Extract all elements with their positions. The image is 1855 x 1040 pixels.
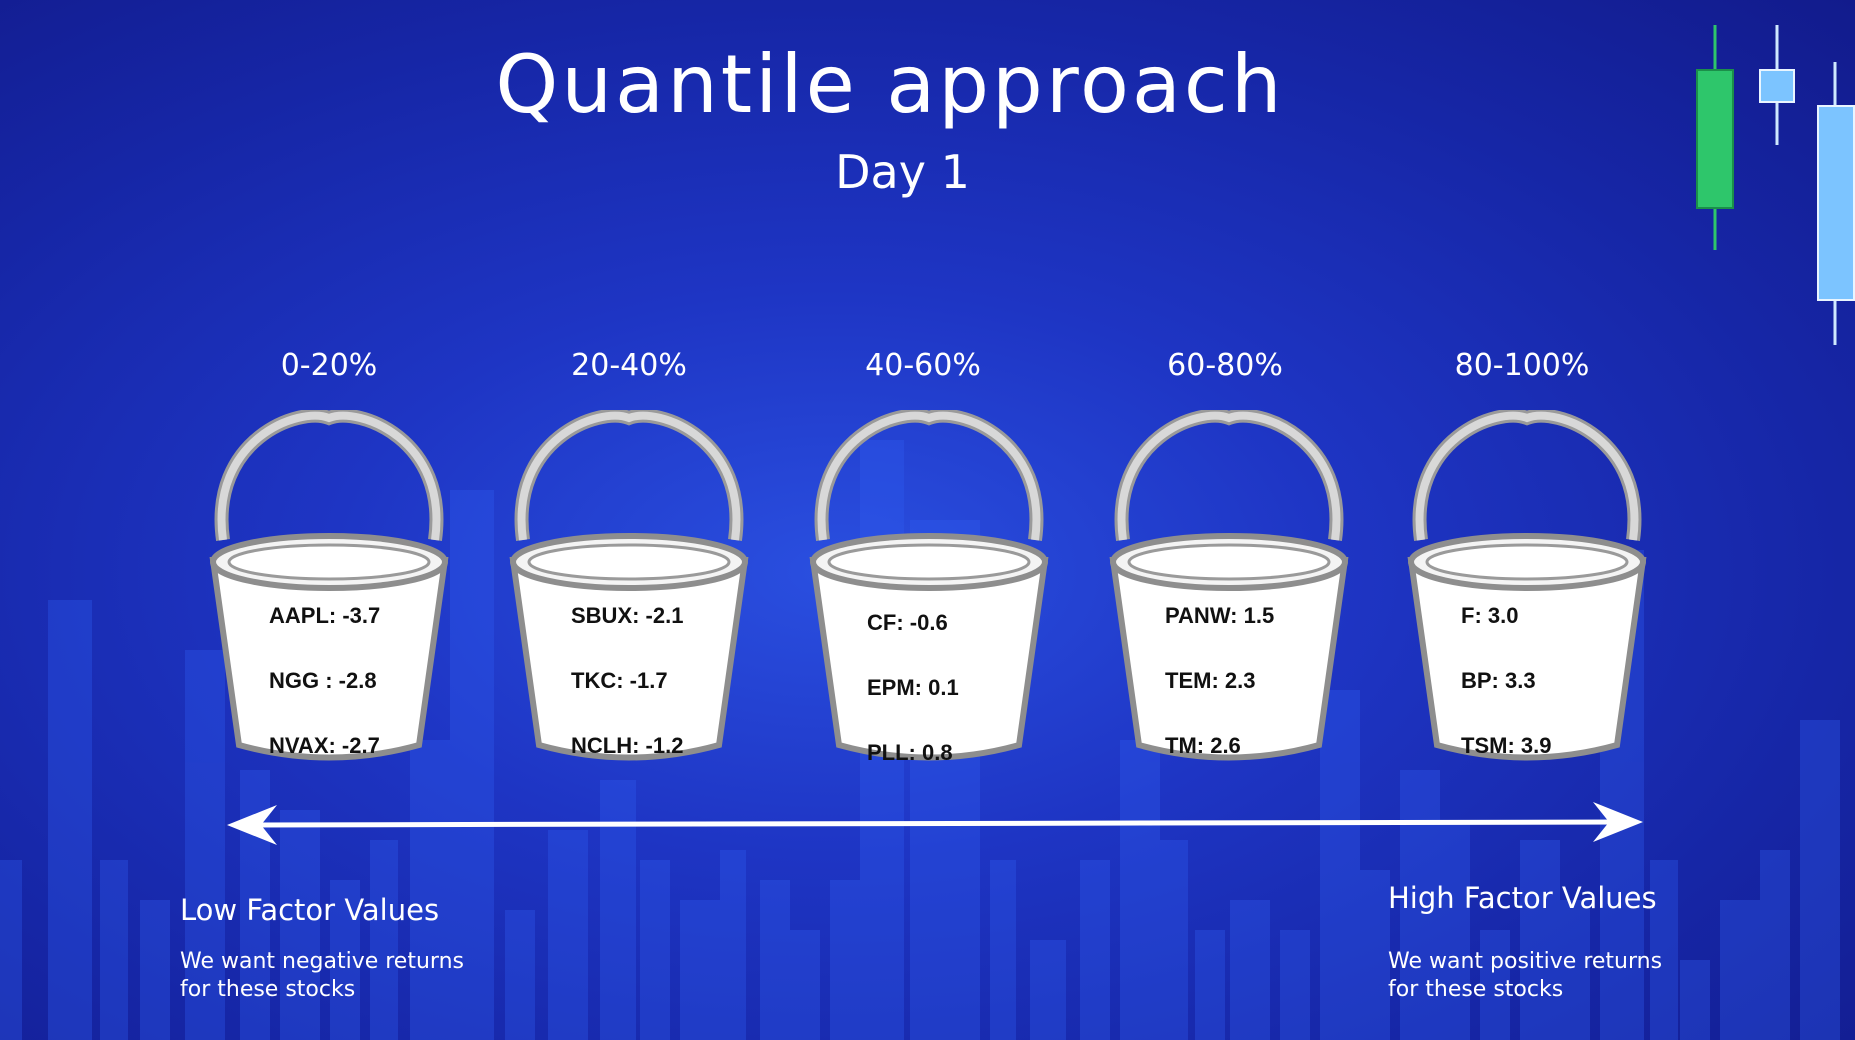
stock-item: TEM: 2.3 bbox=[1165, 668, 1256, 693]
bucket-80-100: F: 3.0 BP: 3.3 TSM: 3.9 bbox=[1407, 410, 1647, 780]
stock-item: NVAX: -2.7 bbox=[269, 733, 380, 758]
bucket-0-20: AAPL: -3.7 NGG : -2.8 NVAX: -2.7 bbox=[209, 410, 449, 780]
quantile-label-20-40: 20-40% bbox=[571, 348, 687, 383]
slide-title: Quantile approach bbox=[495, 38, 1285, 131]
high-factor-note: We want positive returns for these stock… bbox=[1388, 949, 1663, 1002]
stock-item: NCLH: -1.2 bbox=[571, 733, 684, 758]
stock-item: F: 3.0 bbox=[1461, 603, 1519, 628]
candlestick-icon bbox=[1696, 25, 1855, 345]
bucket-60-80: PANW: 1.5 TEM: 2.3 TM: 2.6 bbox=[1109, 410, 1349, 780]
low-factor-note: We want negative returns for these stock… bbox=[180, 949, 464, 1002]
stock-item: SBUX: -2.1 bbox=[571, 603, 684, 628]
stock-item: NGG : -2.8 bbox=[269, 668, 377, 693]
quantile-label-0-20: 0-20% bbox=[280, 348, 378, 383]
quantile-label-40-60: 40-60% bbox=[865, 348, 981, 383]
stock-item: CF: -0.6 bbox=[867, 610, 948, 635]
stock-item: PLL: 0.8 bbox=[867, 740, 953, 765]
stock-item: TSM: 3.9 bbox=[1461, 733, 1552, 758]
stock-item: AAPL: -3.7 bbox=[269, 603, 381, 628]
stock-item: EPM: 0.1 bbox=[867, 675, 959, 700]
quantile-label-60-80: 60-80% bbox=[1167, 348, 1283, 383]
bucket-20-40: SBUX: -2.1 TKC: -1.7 NCLH: -1.2 bbox=[509, 410, 749, 780]
stock-item: PANW: 1.5 bbox=[1165, 603, 1275, 628]
stock-item: TKC: -1.7 bbox=[571, 668, 668, 693]
double-arrow-icon bbox=[227, 802, 1643, 845]
stock-item: BP: 3.3 bbox=[1461, 668, 1536, 693]
slide-subtitle: Day 1 bbox=[835, 145, 970, 199]
stock-item: TM: 2.6 bbox=[1165, 733, 1241, 758]
quantile-label-80-100: 80-100% bbox=[1454, 348, 1590, 383]
high-factor-title: High Factor Values bbox=[1388, 881, 1657, 915]
low-factor-title: Low Factor Values bbox=[180, 893, 440, 927]
bucket-40-60: CF: -0.6 EPM: 0.1 PLL: 0.8 bbox=[809, 410, 1049, 780]
